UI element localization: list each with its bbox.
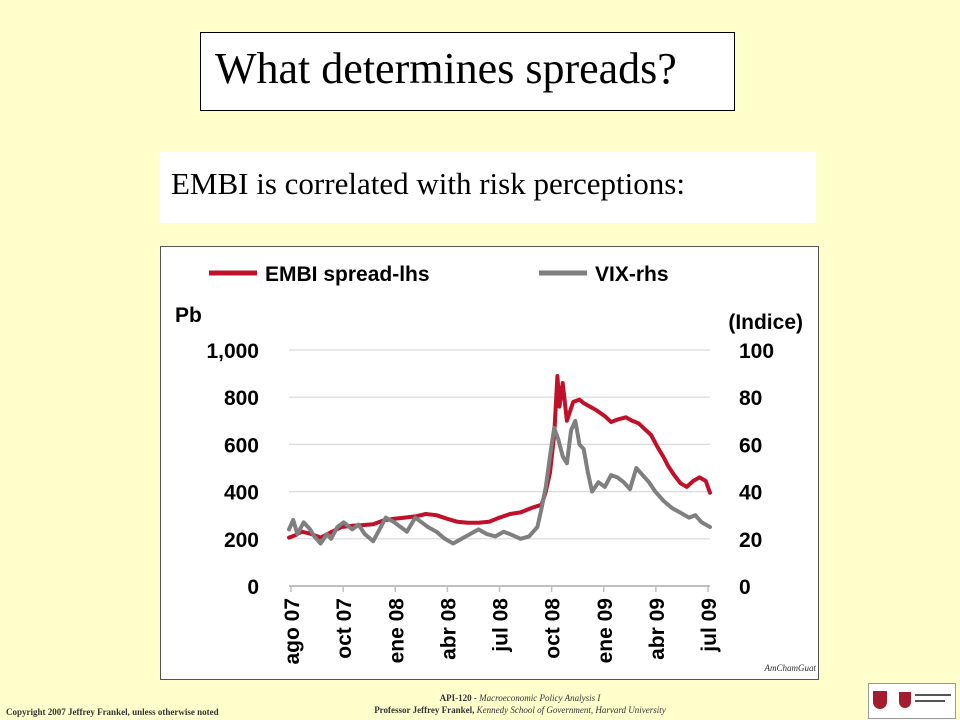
x-tick-label: jul 09: [698, 598, 721, 653]
footer-course-name: Macroeconomic Policy Analysis I: [479, 693, 601, 703]
left-tick-label: 600: [224, 434, 259, 457]
chart-frame: EMBI spread-lhs VIX-rhs Pb (Indice) 1,000 100…: [160, 246, 819, 680]
x-tick-label: ago 07: [281, 598, 304, 665]
left-tick-label: 200: [224, 529, 259, 552]
right-tick-label: 20: [739, 529, 762, 552]
series-line-embi: [287, 374, 712, 540]
slide-subtitle-box: EMBI is correlated with risk perceptions…: [160, 152, 816, 223]
x-tick-label: ene 09: [594, 598, 617, 663]
footer-institution: Kennedy School of Government, Harvard Un…: [476, 705, 666, 715]
slide-title-box: What determines spreads?: [200, 32, 735, 111]
left-tick-label: 800: [224, 387, 259, 410]
legend-label-vix: VIX-rhs: [595, 263, 669, 286]
x-tick-label: ene 08: [385, 598, 408, 664]
x-tick-label: jul 08: [490, 598, 513, 653]
left-tick-label: 1,000: [206, 340, 259, 363]
footer-course: API-120 - Macroeconomic Policy Analysis …: [330, 692, 710, 716]
x-tick-label: abr 09: [646, 598, 669, 660]
source-note: AmChamGuat: [764, 663, 817, 673]
slide-subtitle: EMBI is correlated with risk perceptions…: [171, 166, 685, 201]
left-axis-unit: Pb: [175, 304, 202, 327]
right-tick-label: 40: [739, 482, 762, 505]
x-tick-label: oct 08: [542, 598, 565, 659]
slide-title: What determines spreads?: [215, 44, 677, 93]
copyright-text: Copyright 2007 Jeffrey Frankel, unless o…: [6, 707, 219, 717]
series-line-vix: [287, 418, 712, 546]
right-tick-label: 80: [739, 387, 762, 410]
footer-professor: Professor Jeffrey Frankel,: [374, 705, 477, 715]
harvard-kennedy-school-logo-icon: [868, 683, 956, 719]
footer-course-code: API-120 -: [439, 693, 480, 703]
left-tick-label: 0: [247, 576, 259, 599]
left-tick-label: 400: [224, 482, 259, 505]
right-tick-label: 60: [739, 434, 762, 457]
embi-vix-chart: EMBI spread-lhs VIX-rhs Pb (Indice) 1,000 100…: [175, 263, 817, 673]
x-tick-label: oct 07: [333, 598, 356, 659]
kennedy-shield-icon: [899, 692, 911, 708]
right-tick-label: 100: [739, 340, 774, 363]
harvard-shield-icon: [873, 691, 887, 709]
legend-label-embi: EMBI spread-lhs: [265, 263, 430, 286]
x-tick-label: abr 08: [437, 598, 460, 660]
right-tick-label: 0: [739, 576, 751, 599]
right-axis-unit: (Indice): [728, 311, 803, 334]
